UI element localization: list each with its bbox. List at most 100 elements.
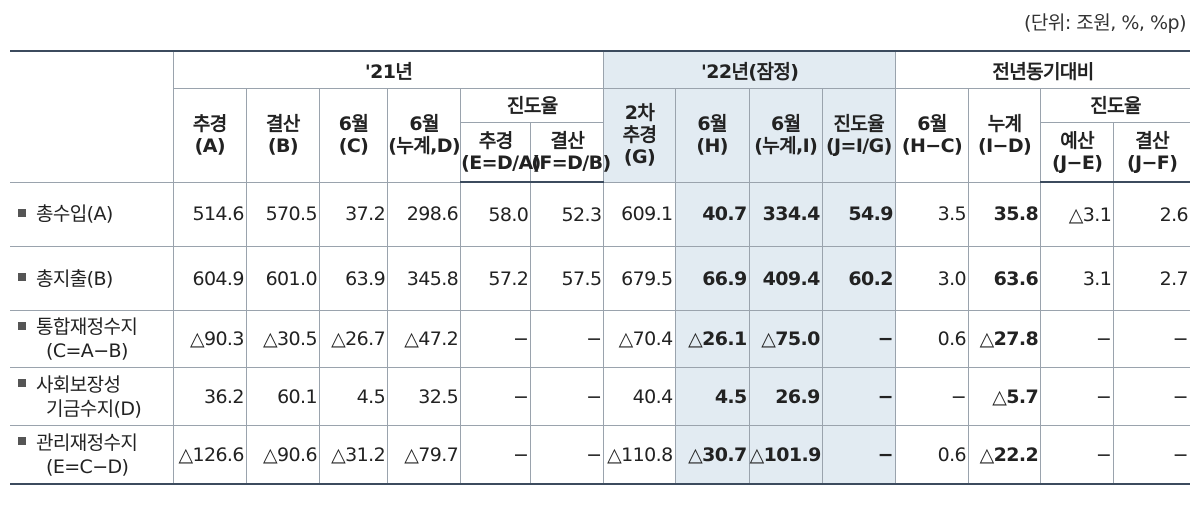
table-cell: △5.7	[968, 367, 1042, 426]
table-cell: △90.3	[173, 310, 247, 368]
table-cell: 57.2	[460, 246, 532, 311]
row-label: 사회보장성 기금수지(D)	[10, 367, 174, 426]
table-cell: 601.0	[246, 246, 320, 311]
table-cell: 37.2	[319, 182, 389, 247]
col-header-11: 6월 (H−C)	[895, 88, 970, 183]
table-row-total-expenditure: 총지출(B) 604.9 601.0 63.9 345.8 57.2 57.5 …	[10, 246, 1190, 311]
table-cell: −	[1113, 367, 1190, 426]
col-header-6: 결산 (F=D/B)	[530, 122, 611, 183]
row-label: 관리재정수지 (E=C−D)	[10, 425, 174, 485]
col-header-9: 6월 (누계,I)	[749, 88, 823, 183]
bullet-square-icon	[18, 321, 26, 330]
table-cell: −	[530, 425, 605, 485]
table-cell: 35.8	[968, 182, 1042, 247]
table-cell: −	[1040, 425, 1115, 485]
bullet-square-icon	[18, 379, 26, 387]
table-cell: 66.9	[675, 246, 750, 311]
table-cell: −	[822, 367, 896, 426]
header-row-groups: '21년 '22년(잠정) 전년동기대비	[10, 50, 1190, 183]
table-cell: △75.0	[749, 310, 823, 368]
bullet-square-icon	[18, 208, 26, 217]
table-row-consolidated-balance: 통합재정수지 (C=A−B) △90.3 △30.5 △26.7 △47.2 − …	[10, 310, 1190, 368]
table-cell: −	[460, 425, 532, 485]
col-header-7: 2차 추경 (G)	[603, 88, 676, 183]
table-cell: △26.1	[675, 310, 750, 368]
table-cell: 3.0	[895, 246, 970, 311]
col-header-12: 누계 (I−D)	[968, 88, 1042, 183]
table-cell: −	[822, 310, 896, 368]
table-cell: 60.2	[822, 246, 896, 311]
table-cell: 609.1	[603, 182, 676, 247]
table-cell: −	[1040, 367, 1115, 426]
unit-note: (단위: 조원, %, %p)	[1023, 12, 1187, 34]
table-cell: −	[530, 310, 605, 368]
col-header-1: 추경 (A)	[173, 88, 247, 183]
table-cell: 345.8	[387, 246, 462, 311]
table-cell: −	[460, 367, 532, 426]
table-cell: 54.9	[822, 182, 896, 247]
row-label: 통합재정수지 (C=A−B)	[10, 310, 174, 368]
header-stub	[10, 50, 174, 183]
table-cell: △101.9	[749, 425, 823, 485]
row-label: 총수입(A)	[10, 182, 174, 247]
table-cell: 0.6	[895, 425, 970, 485]
table-cell: −	[895, 367, 970, 426]
table-cell: 3.1	[1040, 246, 1115, 311]
table-cell: −	[1040, 310, 1115, 368]
table-cell: 514.6	[173, 182, 247, 247]
col-header-3: 6월 (C)	[319, 88, 389, 183]
col-header-8: 6월 (H)	[675, 88, 750, 183]
table-cell: 57.5	[530, 246, 605, 311]
table-cell: 2.6	[1113, 182, 1190, 247]
table-cell: △26.7	[319, 310, 389, 368]
table-cell: 2.7	[1113, 246, 1190, 311]
col-header-14: 결산 (J−F)	[1113, 122, 1190, 183]
table-cell: △70.4	[603, 310, 676, 368]
header-row-leaf: 추경 (E=D/A) 결산 (F=D/B) 예산 (J−E) 결산 (J−F)	[10, 122, 1190, 183]
table-cell: △126.6	[173, 425, 247, 485]
table-cell: −	[822, 425, 896, 485]
table-cell: 0.6	[895, 310, 970, 368]
header-group-yoy: 전년동기대비	[895, 50, 1190, 89]
table-cell: △27.8	[968, 310, 1042, 368]
table-cell: △22.2	[968, 425, 1042, 485]
header-group-2021: '21년	[173, 50, 605, 89]
table-cell: △79.7	[387, 425, 462, 485]
bullet-square-icon	[18, 273, 26, 281]
table-cell: −	[460, 310, 532, 368]
table-cell: △31.2	[319, 425, 389, 485]
table-cell: △47.2	[387, 310, 462, 368]
table-cell: 58.0	[460, 182, 532, 247]
table-cell: △30.7	[675, 425, 750, 485]
table-cell: 4.5	[675, 367, 750, 426]
table-cell: △110.8	[603, 425, 676, 485]
table-cell: 40.4	[603, 367, 676, 426]
table-row-managed-balance: 관리재정수지 (E=C−D) △126.6 △90.6 △31.2 △79.7 −…	[10, 425, 1190, 485]
table-cell: 3.5	[895, 182, 970, 247]
table-cell: 409.4	[749, 246, 823, 311]
col-header-5: 추경 (E=D/A)	[460, 122, 541, 183]
header-progress-yoy: 진도율	[1040, 88, 1190, 123]
fiscal-table: '21년 '22년(잠정) 전년동기대비 추경 (A) 결산 (B) 6월 (C) 6…	[10, 50, 1190, 485]
table-cell: −	[530, 367, 605, 426]
col-header-2: 결산 (B)	[246, 88, 320, 183]
table-cell: −	[1113, 425, 1190, 485]
table-cell: 60.1	[246, 367, 320, 426]
table-cell: △90.6	[246, 425, 320, 485]
table-cell: △3.1	[1040, 182, 1115, 247]
table-cell: 63.9	[319, 246, 389, 311]
table-cell: 52.3	[530, 182, 605, 247]
table-cell: 63.6	[968, 246, 1042, 311]
table-cell: 334.4	[749, 182, 823, 247]
row-label: 총지출(B)	[10, 246, 174, 311]
bullet-square-icon	[18, 437, 26, 445]
table-cell: △30.5	[246, 310, 320, 368]
col-header-13: 예산 (J−E)	[1040, 122, 1115, 183]
table-cell: 4.5	[319, 367, 389, 426]
table-cell: 679.5	[603, 246, 676, 311]
table-cell: 604.9	[173, 246, 247, 311]
col-header-10: 진도율 (J=I/G)	[822, 88, 896, 183]
table-row-total-revenue: 총수입(A) 514.6 570.5 37.2 298.6 58.0 52.3 …	[10, 182, 1190, 247]
table-cell: 570.5	[246, 182, 320, 247]
col-header-4: 6월 (누계,D)	[387, 88, 462, 183]
